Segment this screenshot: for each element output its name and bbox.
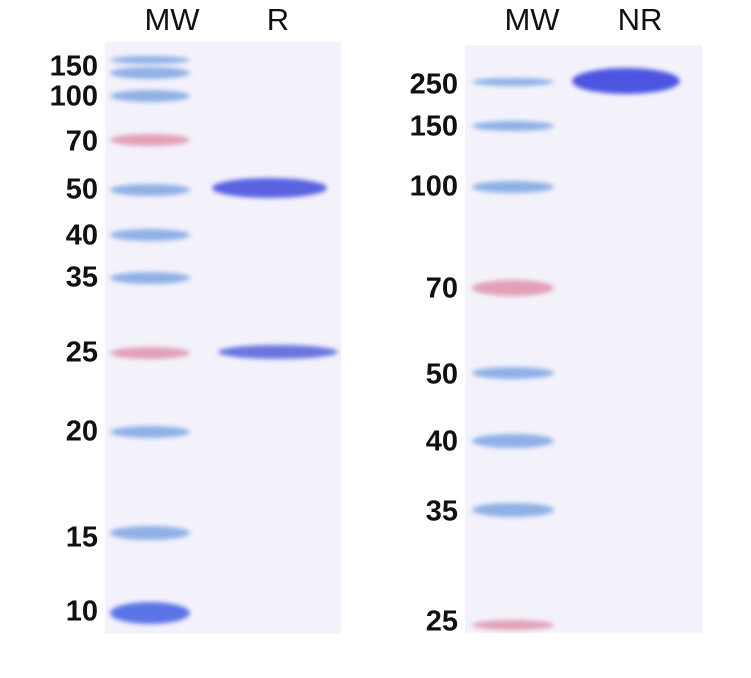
sample-band-250kda — [572, 68, 680, 94]
ladder-band-70 — [472, 280, 554, 296]
ladder-band-25 — [472, 620, 554, 630]
marker-label-25: 25 — [425, 605, 458, 638]
marker-label-50: 50 — [65, 173, 98, 206]
gel-image — [465, 45, 702, 633]
ladder-band-35 — [110, 272, 190, 284]
marker-label-250: 250 — [409, 68, 458, 101]
sample-band-50kda — [212, 178, 327, 198]
ladder-band-50 — [110, 184, 190, 196]
marker-label-100: 100 — [49, 80, 98, 113]
marker-label-40: 40 — [65, 219, 98, 252]
ladder-band-100 — [110, 90, 190, 102]
ladder-band-40 — [472, 434, 554, 448]
ladder-band-150 — [110, 67, 190, 79]
ladder-band-150 — [472, 121, 554, 131]
marker-label-10: 10 — [65, 595, 98, 628]
ladder-band-20 — [110, 426, 190, 438]
ladder-band-10 — [110, 602, 190, 624]
lane-label-mw: MW — [144, 2, 200, 37]
lane-label-mw: MW — [504, 2, 560, 37]
lane-label-non-reduced: NR — [617, 2, 663, 37]
ladder-band-25 — [110, 347, 190, 359]
marker-label-150: 150 — [49, 50, 98, 83]
marker-label-100: 100 — [409, 170, 458, 203]
sample-band-25kda — [218, 345, 338, 359]
ladder-band-50 — [472, 367, 554, 379]
ladder-band-35 — [472, 503, 554, 517]
marker-label-40: 40 — [425, 425, 458, 458]
ladder-band-100 — [472, 181, 554, 193]
gel-image — [105, 42, 341, 634]
marker-label-35: 35 — [65, 261, 98, 294]
ladder-band — [110, 56, 190, 64]
marker-label-70: 70 — [65, 125, 98, 158]
ladder-band-15 — [110, 526, 190, 540]
marker-label-70: 70 — [425, 272, 458, 305]
marker-label-150: 150 — [409, 110, 458, 143]
ladder-band-40 — [110, 229, 190, 241]
ladder-band-250 — [472, 78, 554, 86]
marker-label-20: 20 — [65, 415, 98, 448]
marker-label-35: 35 — [425, 495, 458, 528]
marker-label-25: 25 — [65, 336, 98, 369]
lane-label-reduced: R — [266, 2, 290, 37]
ladder-band-70 — [110, 134, 190, 146]
marker-label-15: 15 — [65, 521, 98, 554]
marker-label-50: 50 — [425, 358, 458, 391]
